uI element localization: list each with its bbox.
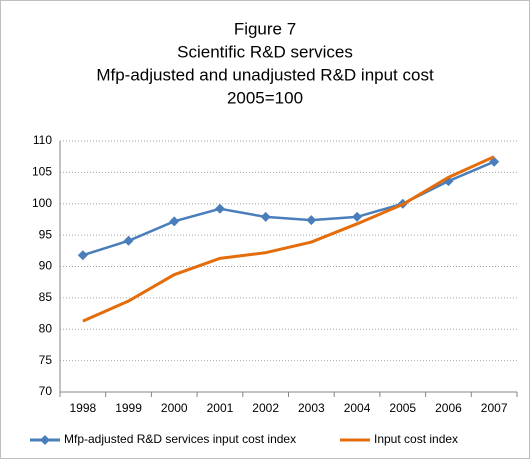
y-tick-label: 110 [33, 133, 52, 147]
chart-title: Figure 7 [234, 19, 296, 38]
point [306, 215, 317, 226]
point [77, 250, 88, 261]
point [260, 211, 271, 222]
x-tick-label: 2005 [389, 401, 416, 415]
series-line [82, 155, 495, 323]
x-tick-label: 2000 [161, 401, 188, 415]
legend-marker [40, 435, 50, 445]
y-tick-label: 90 [39, 259, 53, 273]
y-tick-label: 85 [39, 290, 53, 304]
x-tick-label: 2003 [298, 401, 325, 415]
x-tick-label: 2004 [344, 401, 371, 415]
point [169, 216, 180, 227]
legend-label: Input cost index [374, 432, 458, 446]
point [214, 203, 225, 214]
y-tick-label: 100 [32, 196, 52, 210]
point [352, 211, 363, 222]
chart-title: Scientific R&D services [177, 42, 353, 61]
y-tick-label: 75 [39, 353, 53, 367]
point [123, 235, 134, 246]
x-tick-label: 2002 [252, 401, 279, 415]
chart-title: 2005=100 [227, 88, 303, 107]
x-tick-label: 2006 [435, 401, 462, 415]
x-tick-label: 1999 [115, 401, 142, 415]
y-tick-label: 80 [39, 321, 53, 335]
chart-title: Mfp-adjusted and unadjusted R&D input co… [96, 65, 434, 84]
legend-label: Mfp-adjusted R&D services input cost ind… [64, 432, 296, 446]
y-tick-label: 95 [39, 227, 53, 241]
y-tick-label: 70 [39, 384, 53, 398]
y-tick-label: 105 [32, 165, 52, 179]
x-tick-label: 2001 [207, 401, 234, 415]
x-tick-label: 1998 [69, 401, 96, 415]
x-tick-label: 2007 [481, 401, 508, 415]
